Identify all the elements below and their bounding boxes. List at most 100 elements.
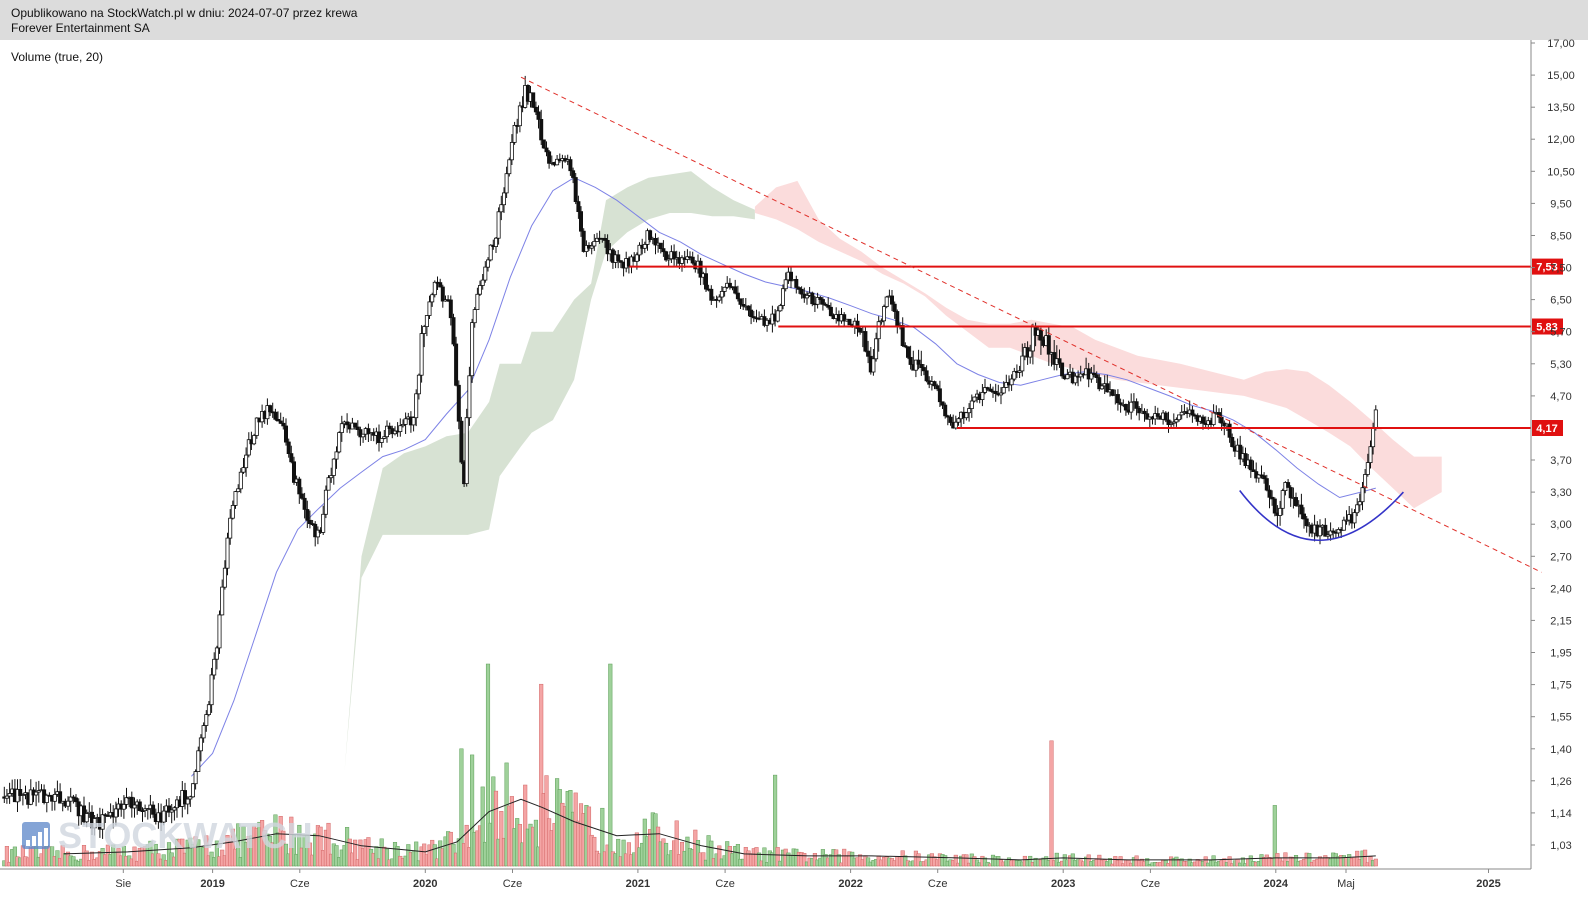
candle-body	[797, 287, 802, 290]
candle-body	[642, 243, 647, 249]
volume-bar	[1293, 855, 1299, 867]
candle-body	[137, 801, 142, 812]
volume-bar	[297, 824, 302, 867]
candle-body	[1355, 504, 1360, 514]
candle-body	[212, 658, 217, 676]
volume-bar	[1240, 857, 1245, 867]
candle-body	[366, 428, 371, 435]
candle-body	[749, 309, 754, 318]
volume-bar	[1118, 856, 1123, 867]
candle-body	[291, 461, 296, 483]
candle-body	[1357, 501, 1362, 506]
y-tick-label: 1,26	[1550, 776, 1571, 788]
candle-body	[533, 106, 538, 113]
candle-body	[964, 412, 969, 419]
candle-body	[531, 92, 536, 108]
candle-body	[746, 305, 751, 311]
volume-bar	[600, 807, 605, 867]
candle-body	[924, 370, 929, 382]
candle-body	[345, 421, 350, 426]
candle-body	[916, 359, 921, 365]
candle-body	[815, 297, 820, 305]
candle-body	[589, 245, 594, 249]
candle-body	[698, 260, 703, 278]
candle-body	[544, 147, 549, 153]
candle-body	[1365, 462, 1370, 475]
volume-bar	[214, 840, 219, 867]
volume-bar	[701, 852, 706, 867]
candle-body	[427, 301, 432, 316]
candle-body	[1123, 403, 1128, 411]
candle-body	[884, 296, 889, 308]
candle-body	[1190, 409, 1195, 416]
indicator-label: Volume (true, 20)	[11, 50, 104, 64]
candle-body	[220, 586, 225, 616]
volume-bar	[621, 839, 626, 867]
candle-body	[1371, 428, 1376, 448]
candle-body	[440, 286, 445, 302]
y-tick-label: 4,70	[1550, 391, 1571, 403]
y-tick-label: 3,00	[1550, 519, 1571, 531]
candle-body	[323, 489, 328, 515]
x-tick-label: 2024	[1264, 878, 1289, 890]
candle-body	[100, 814, 105, 830]
candle-body	[820, 299, 825, 305]
candle-body	[828, 306, 833, 317]
candle-body	[214, 647, 219, 660]
y-tick-label: 5,30	[1550, 359, 1571, 371]
candle-body	[983, 387, 988, 393]
candle-body	[454, 343, 459, 386]
volume-bar	[485, 663, 491, 867]
candle-body	[379, 437, 384, 443]
candle-body	[129, 796, 134, 809]
candle-body	[384, 425, 389, 438]
volume-bar	[180, 838, 185, 867]
volume-bar	[464, 824, 469, 867]
candle-body	[438, 282, 443, 288]
candle-body	[331, 458, 336, 476]
candle-body	[717, 296, 722, 301]
candle-body	[1280, 490, 1285, 509]
candle-body	[297, 478, 302, 495]
candle-body	[956, 418, 961, 423]
volume-bar	[470, 754, 475, 867]
volume-bar	[414, 841, 419, 867]
candle-body	[172, 807, 177, 811]
candle-body	[576, 201, 581, 213]
candle-body	[738, 298, 743, 305]
volume-bar	[523, 784, 528, 867]
x-tick-label: Maj	[1337, 878, 1355, 890]
volume-bar	[802, 853, 807, 867]
candle-body	[810, 292, 815, 305]
candle-body	[305, 509, 310, 521]
volume-bar	[1054, 852, 1059, 867]
candle-body	[52, 794, 57, 802]
candle-body	[637, 244, 642, 256]
candle-body	[1017, 370, 1022, 373]
candle-body	[863, 331, 868, 352]
candle-body	[890, 295, 895, 305]
candle-body	[1328, 530, 1333, 536]
candle-body	[286, 441, 291, 455]
candle-body	[1270, 496, 1275, 500]
candle-body	[477, 285, 482, 295]
candle-body	[935, 385, 940, 390]
candle-body	[1089, 372, 1094, 380]
candle-body	[252, 435, 257, 445]
candle-body	[741, 303, 746, 307]
candle-body	[422, 326, 427, 334]
volume-bar	[326, 822, 331, 867]
candle-body	[278, 420, 283, 424]
candle-body	[783, 279, 788, 290]
y-tick-label: 5,70	[1550, 327, 1571, 339]
x-tick-label: Cze	[1141, 878, 1161, 890]
candle-body	[953, 421, 958, 429]
candle-body	[1110, 389, 1115, 396]
volume-bar	[236, 823, 241, 867]
candle-body	[84, 813, 89, 823]
candle-body	[906, 346, 911, 358]
volume-bar	[953, 854, 958, 867]
candle-body	[579, 211, 584, 232]
